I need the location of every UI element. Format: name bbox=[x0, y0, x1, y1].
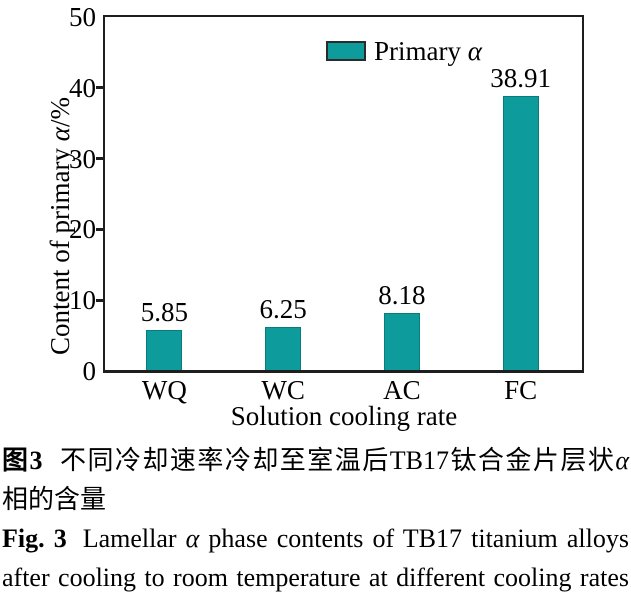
x-tick-label-wc: WC bbox=[261, 375, 305, 405]
y-tick-mark bbox=[96, 227, 105, 231]
caption-en-text-post: phase contents of TB17 titanium alloys bbox=[199, 524, 629, 553]
caption-zh-line1: 图3 不同冷却速率冷却至室温后TB17钛合金片层状α bbox=[2, 441, 629, 480]
bar-value-label: 6.25 bbox=[259, 293, 307, 324]
bar-wc bbox=[265, 326, 302, 371]
caption-zh-alpha: α bbox=[615, 446, 629, 475]
y-tick-mark bbox=[96, 298, 105, 302]
legend-swatch bbox=[326, 41, 366, 61]
caption-en-text-pre: Lamellar bbox=[82, 524, 186, 553]
x-tick-label-wq: WQ bbox=[141, 375, 187, 405]
caption-en-line2: after cooling to room temperature at dif… bbox=[2, 563, 629, 592]
bar-value-label: 5.85 bbox=[140, 296, 188, 327]
y-tick-label: 40 bbox=[69, 72, 96, 103]
bar-fc bbox=[502, 95, 539, 371]
x-tick-label-fc: FC bbox=[504, 375, 538, 405]
y-axis-title-alpha: α bbox=[45, 127, 75, 142]
y-tick-label: 0 bbox=[82, 356, 97, 386]
y-tick-mark bbox=[96, 86, 105, 90]
x-tick-label-ac: AC bbox=[383, 375, 421, 405]
caption-zh-text: 不同冷却速率冷却至室温后TB17钛合金片层状 bbox=[58, 446, 616, 475]
y-tick-label: 20 bbox=[69, 214, 96, 245]
caption-zh-line2: 相的含量 bbox=[2, 485, 107, 514]
legend-label-alpha: α bbox=[467, 36, 482, 66]
caption-en-alpha: α bbox=[185, 524, 200, 553]
bar-value-label: 38.91 bbox=[490, 62, 551, 93]
legend-label: Primary α bbox=[374, 37, 482, 65]
y-tick-mark bbox=[96, 157, 105, 161]
x-axis-title: Solution cooling rate bbox=[230, 401, 458, 431]
y-tick-label: 10 bbox=[69, 285, 96, 316]
bar-ac bbox=[383, 313, 420, 371]
caption-en-line1: Fig. 3 Lamellar α phase contents of TB17 … bbox=[2, 519, 629, 558]
bar-wq bbox=[146, 329, 183, 371]
y-tick-label: 30 bbox=[69, 143, 96, 174]
bar-value-label: 8.18 bbox=[378, 280, 426, 311]
y-tick-label: 50 bbox=[69, 2, 96, 32]
caption-zh-fig-label: 图3 bbox=[2, 446, 43, 475]
caption-en-fig-label: Fig. 3 bbox=[2, 524, 67, 553]
legend-label-text: Primary bbox=[374, 36, 468, 66]
bar-chart: Content of primary α/% 0 10 20 30 40 50 5.85 WQ… bbox=[45, 2, 584, 431]
caption: 图3 不同冷却速率冷却至室温后TB17钛合金片层状α 相的含量 Fig. 3 Lam… bbox=[2, 441, 629, 597]
